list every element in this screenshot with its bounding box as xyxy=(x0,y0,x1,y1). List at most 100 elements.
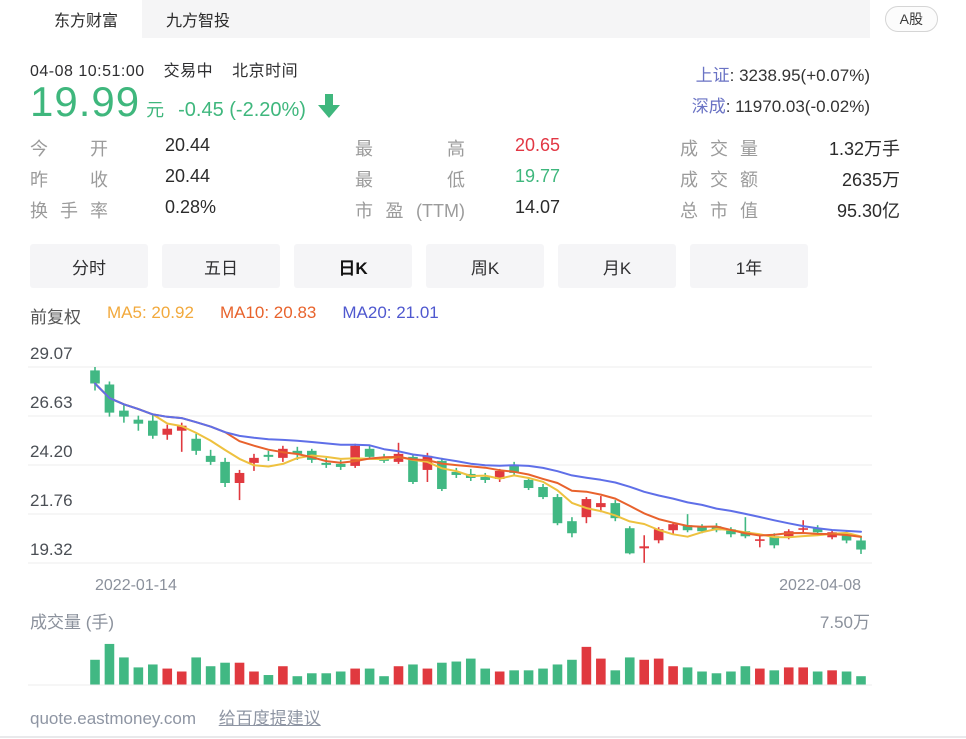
volume-bar xyxy=(263,675,274,685)
volume-bar xyxy=(480,668,491,685)
volume-bar xyxy=(306,673,317,685)
volume-bar xyxy=(798,667,808,685)
stat-value: 14.07 xyxy=(515,197,561,217)
candle-body xyxy=(639,546,650,549)
volume-bar xyxy=(740,666,751,685)
volume-bar xyxy=(292,676,303,685)
volume-bar xyxy=(769,670,780,685)
volume-bar xyxy=(624,657,635,685)
candle-body xyxy=(856,540,866,550)
candle-body xyxy=(682,525,693,531)
period-tab-月K[interactable]: 月K xyxy=(558,244,676,288)
y-tick-label: 24.20 xyxy=(30,442,73,461)
volume-bar xyxy=(711,673,722,685)
volume-bar xyxy=(783,667,794,685)
price-down-arrow-icon xyxy=(317,94,340,123)
stat-label: 市盈(TTM) xyxy=(355,201,465,221)
candle-body xyxy=(292,450,303,454)
period-tab-1年[interactable]: 1年 xyxy=(690,244,808,288)
feedback-link[interactable]: 给百度提建议 xyxy=(218,709,321,728)
candle-body xyxy=(335,463,346,467)
candle-body xyxy=(668,524,678,531)
volume-bar xyxy=(176,671,187,685)
quote-time: 04-08 10:51:00 xyxy=(30,63,145,80)
stat-value: 19.77 xyxy=(515,166,561,186)
candlestick-chart: 29.07 26.63 24.20 21.76 19.32 2022-01-14 2022-… xyxy=(28,344,872,594)
candle-body xyxy=(205,455,216,462)
candle-body xyxy=(769,536,780,546)
volume-bar xyxy=(278,666,288,685)
period-tab-日K[interactable]: 日K xyxy=(294,244,412,288)
volume-axis-label: 成交量 (手) xyxy=(30,613,115,632)
footer: quote.eastmoney.com 给百度提建议 xyxy=(30,704,321,729)
candle-body xyxy=(148,420,158,436)
stat-value: 0.28% xyxy=(165,197,217,217)
price-block: 19.99 元 -0.45 (-2.20%) xyxy=(30,78,340,126)
volume-bar xyxy=(437,662,447,685)
stat-label: 昨 收 xyxy=(30,170,108,190)
candle-body xyxy=(133,419,144,424)
tab-eastmoney[interactable]: 东方财富 xyxy=(30,0,143,38)
volume-bar xyxy=(364,668,375,685)
volume-bar xyxy=(422,668,433,685)
y-tick-label: 21.76 xyxy=(30,491,73,510)
volume-bar xyxy=(523,670,534,685)
source-domain: quote.eastmoney.com xyxy=(30,709,196,728)
volume-max-label: 7.50万 xyxy=(819,613,870,632)
candle-body xyxy=(552,497,563,524)
candle-body xyxy=(350,445,360,466)
legend-ma10: MA10: 20.83 xyxy=(219,303,317,322)
adjust-mode-label[interactable]: 前复权 xyxy=(30,308,81,327)
candle-body xyxy=(798,528,808,530)
price-unit: 元 xyxy=(146,100,165,120)
volume-bar xyxy=(104,643,115,685)
timezone-label: 北京时间 xyxy=(232,63,299,80)
period-tab-周K[interactable]: 周K xyxy=(426,244,544,288)
index-shanghai-link[interactable]: 上证 xyxy=(695,66,730,85)
index-quotes: 上证: 3238.95(+0.07%) 深成: 11970.03(-0.02%) xyxy=(692,60,870,122)
stats-row: 换手率 0.28% 市盈(TTM) 14.07 总市值 95.30亿 xyxy=(30,197,900,228)
y-tick-label: 19.32 xyxy=(30,540,73,559)
volume-bar xyxy=(90,659,100,685)
volume-bar xyxy=(379,676,389,685)
stat-label: 最 高 xyxy=(355,139,465,159)
market-badge-a-share[interactable]: A股 xyxy=(884,6,938,32)
volume-bar xyxy=(465,658,476,685)
stat-value: 2635万 xyxy=(841,170,900,190)
candle-body xyxy=(726,529,736,535)
volume-bar xyxy=(827,670,837,685)
candle-body xyxy=(494,470,505,479)
volume-bar xyxy=(856,676,866,685)
tab-jiufang[interactable]: 九方智投 xyxy=(166,13,231,30)
stat-label: 最 低 xyxy=(355,170,465,190)
volume-bar xyxy=(726,671,736,685)
candle-body xyxy=(697,527,707,532)
volume-bar xyxy=(249,671,259,685)
stats-row: 今 开 20.44 最 高 20.65 成交量 1.32万手 xyxy=(30,135,900,166)
stats-row: 昨 收 20.44 最 低 19.77 成交额 2635万 xyxy=(30,166,900,197)
candle-body xyxy=(451,471,462,475)
candle-body xyxy=(610,503,621,519)
chart-legend: 前复权 MA5: 20.92 MA10: 20.83 MA20: 21.01 xyxy=(30,303,465,328)
candle-body xyxy=(509,464,519,473)
volume-bar xyxy=(234,662,245,685)
volume-bar xyxy=(538,668,548,685)
stat-label: 总市值 xyxy=(680,201,758,221)
volume-bar xyxy=(162,668,173,685)
stat-value: 20.44 xyxy=(165,166,211,186)
candle-body xyxy=(841,533,852,541)
ma-legend-items: MA5: 20.92 MA10: 20.83 MA20: 21.01 xyxy=(107,303,465,328)
period-tab-分时[interactable]: 分时 xyxy=(30,244,148,288)
y-tick-label: 29.07 xyxy=(30,344,73,363)
index-shenzhen-link[interactable]: 深成 xyxy=(691,97,726,116)
candle-body xyxy=(408,456,418,482)
volume-header: 成交量 (手) 7.50万 xyxy=(30,608,870,633)
bottom-divider xyxy=(0,736,966,738)
volume-bar xyxy=(191,657,201,685)
trading-state: 交易中 xyxy=(163,63,214,80)
volume-bar xyxy=(668,666,678,685)
candle-body xyxy=(220,461,230,483)
period-tab-五日[interactable]: 五日 xyxy=(162,244,280,288)
volume-bar xyxy=(350,668,360,685)
candle-body xyxy=(755,539,765,541)
